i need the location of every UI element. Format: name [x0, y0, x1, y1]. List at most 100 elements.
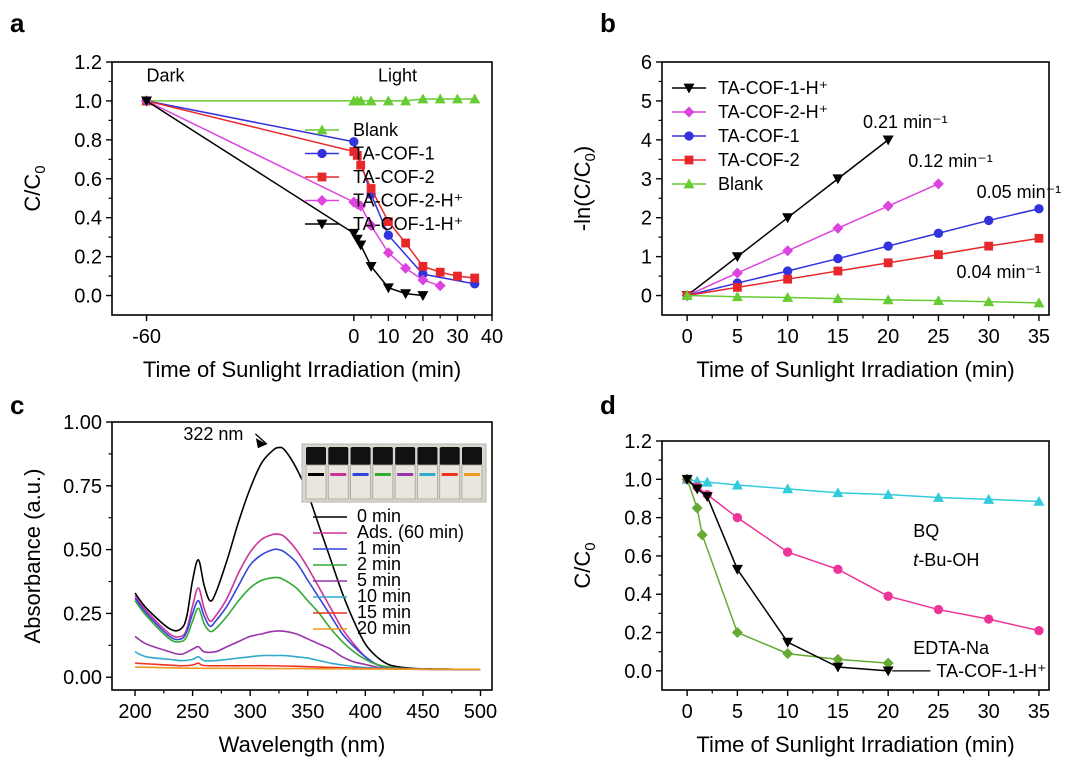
data-point: [141, 96, 153, 107]
data-point: [731, 267, 743, 279]
y-tick-label: 0.75: [63, 476, 102, 498]
data-point: [1033, 297, 1045, 308]
x-tick-label: 10: [377, 326, 399, 348]
x-tick-label: 30: [446, 326, 468, 348]
y-axis-label-group: C/C0: [20, 165, 49, 211]
vial-cap: [328, 447, 349, 465]
data-point: [984, 241, 994, 251]
legend-entry: 0 min: [357, 506, 401, 526]
data-point: [691, 475, 703, 486]
legend-marker: [683, 178, 695, 189]
y-axis-label: Absorbance (a.u.): [20, 469, 45, 644]
data-point: [882, 294, 894, 305]
panel-c: c 200 250 300 350 400 450 500 0.00 0.25 0.50 0.75 1.…: [10, 390, 497, 757]
legend-marker: [683, 106, 695, 118]
data-point: [782, 547, 793, 557]
legend-entry: TA-COF-2: [353, 167, 435, 187]
x-tick-label: 350: [291, 701, 324, 723]
data-point: [691, 502, 703, 514]
y-tick-label: 0.50: [63, 540, 102, 562]
x-tick-label: 30: [978, 701, 1000, 723]
data-point: [451, 93, 463, 104]
data-point: [435, 267, 445, 277]
vial: [305, 464, 327, 500]
y-tick-label: 1.2: [624, 431, 652, 453]
legend-marker: [317, 148, 327, 159]
legend-entry: BQ: [913, 521, 939, 541]
data-point: [470, 273, 480, 283]
legend-marker: [316, 124, 328, 135]
x-tick-label: 300: [233, 701, 266, 723]
data-point: [383, 217, 393, 226]
data-point: [833, 253, 843, 264]
x-axis-label: Time of Sunlight Irradiation (min): [696, 732, 1014, 757]
panel-label: c: [10, 390, 24, 420]
legend-entry: TA-COF-1: [353, 144, 435, 164]
y-axis-label-group: -ln(C/C0): [570, 146, 599, 231]
plot-frame: [111, 61, 493, 316]
plot-frame: [661, 61, 1050, 316]
series-line: [134, 576, 481, 671]
data-point: [832, 174, 844, 185]
data-point: [832, 662, 844, 673]
data-point: [731, 252, 743, 263]
data-point: [832, 487, 844, 498]
data-point: [1034, 625, 1044, 636]
y-tick-label: 0.00: [63, 667, 102, 689]
vial-label: [441, 473, 458, 476]
data-point: [731, 479, 743, 490]
series-20 min: [135, 666, 481, 671]
y-tick-label: 1.00: [63, 412, 102, 434]
data-point: [832, 293, 844, 304]
panel-d: d 0 5 10 15 20 25 30 35 0.0 0.2 0.4 0.6 0.8 1.0 1.2 Time…: [570, 390, 1050, 757]
data-point: [418, 269, 428, 279]
data-point: [365, 95, 377, 106]
x-tick-label: 200: [118, 701, 151, 723]
data-point: [417, 93, 429, 104]
annotation-arrow: [254, 433, 268, 445]
data-point: [932, 492, 944, 502]
legend-marker: [684, 155, 694, 165]
legend-marker: [316, 219, 328, 230]
vial-cap: [350, 447, 371, 465]
legend-entry: EDTA-Na: [913, 638, 990, 658]
data-point: [681, 474, 693, 485]
data-point: [382, 247, 394, 259]
y-tick-label: 0.4: [624, 584, 652, 606]
series-EDTA-Na: [681, 473, 894, 669]
y-tick-label: 4: [641, 130, 652, 152]
data-point: [782, 266, 793, 276]
x-axis-label: Time of Sunlight Irradiation (min): [696, 357, 1014, 382]
legend-entry: TA-COF-2-H⁺: [353, 191, 463, 211]
data-point: [352, 151, 362, 160]
series-Blank: [681, 290, 1045, 308]
series-line: [146, 100, 475, 279]
data-point: [418, 261, 428, 271]
data-point: [934, 250, 943, 260]
legend-entry: Blank: [718, 174, 764, 194]
legend-entry: 20 min: [357, 618, 411, 638]
vial-label: [464, 473, 480, 476]
y-axis-label: C/C0: [20, 165, 49, 211]
vial-cap: [417, 447, 438, 465]
panel-a: a -60 0 10 20 30 40 0.0 0.2 0.4 0.6 0.8 1.0 1.2 Time o…: [10, 8, 503, 382]
y-axis-label-group: C/C0: [570, 542, 599, 588]
data-point: [882, 200, 894, 212]
data-point: [782, 637, 794, 648]
inset-photo: [301, 443, 487, 503]
data-point: [382, 95, 394, 106]
annotation: 0.21 min⁻¹: [863, 112, 948, 132]
y-tick-label: 0.4: [74, 208, 102, 230]
data-point: [348, 228, 360, 239]
data-point: [365, 219, 377, 231]
data-point: [883, 241, 893, 251]
vial: [417, 464, 438, 500]
data-point: [732, 282, 742, 292]
series-line: [687, 294, 1039, 304]
legend-entry: 2 min: [357, 554, 401, 574]
y-tick-label: 0.25: [63, 603, 102, 625]
y-tick-label: 0.0: [74, 286, 102, 308]
panel-label: d: [600, 390, 616, 420]
legend-entry: TA-COF-1-H⁺: [718, 78, 828, 98]
legend-entry: t-Bu-OH: [913, 550, 979, 570]
